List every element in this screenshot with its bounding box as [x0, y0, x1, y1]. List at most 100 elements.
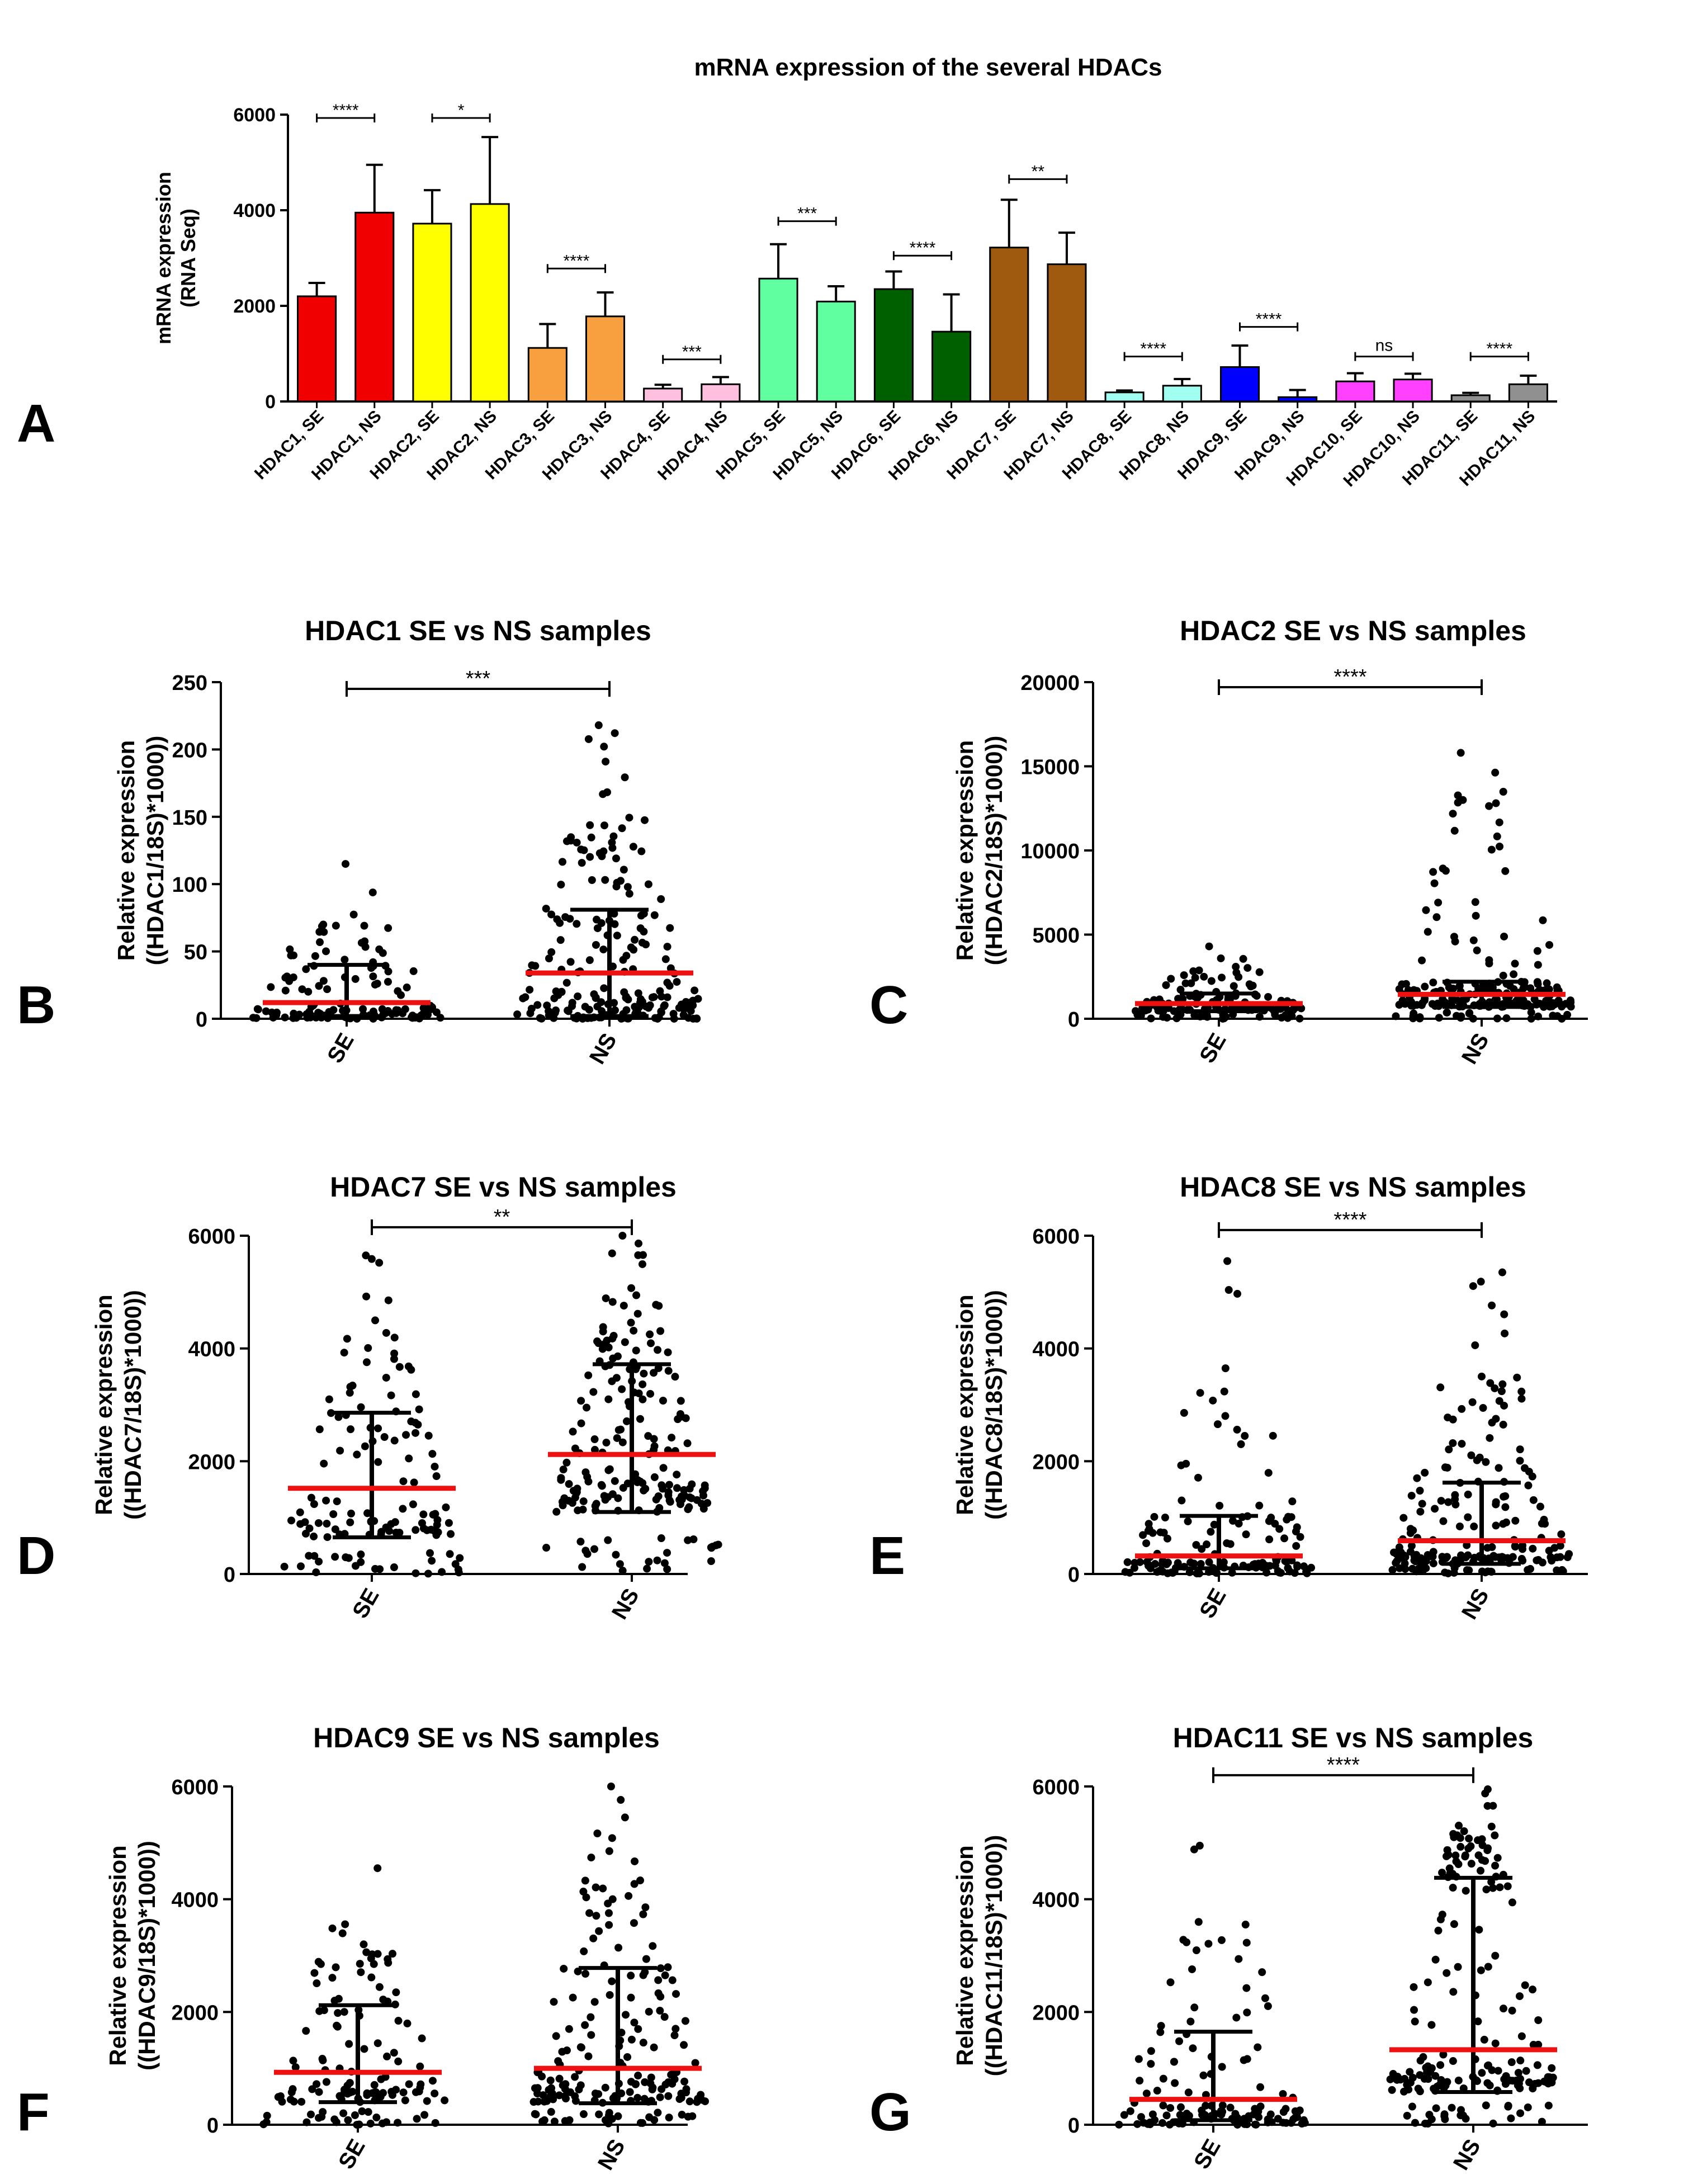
chart-e-point [1513, 1373, 1521, 1382]
chart-b-point [599, 946, 608, 954]
chart-e-point [1471, 1341, 1479, 1349]
chart-e-point [1242, 1530, 1250, 1539]
chart-e-point [1388, 1566, 1397, 1574]
chart-g-point [1427, 2064, 1436, 2072]
chart-b-point [666, 924, 674, 932]
chart-g-point [1517, 2032, 1526, 2040]
chart-d-point [657, 1534, 665, 1543]
chart-b-point [587, 833, 595, 842]
chart-g-point [1451, 1851, 1460, 1860]
chart-f-point [555, 2074, 564, 2083]
chart-f-point [682, 2085, 691, 2093]
chart-d-ylabel: Relative expression ((HDAC7/18S)*1000)) [91, 1290, 146, 1520]
chart-f-point [370, 2081, 379, 2089]
chart-c-point [1392, 1012, 1400, 1020]
chart-f-point [661, 1971, 669, 1979]
chart-g-point [1424, 1978, 1432, 1987]
chart-e-point [1163, 1534, 1171, 1543]
chart-f-point [334, 2009, 342, 2017]
chart-g-point [1456, 1842, 1465, 1851]
chart-f-point [428, 2077, 437, 2085]
chart-f-point [697, 2096, 706, 2104]
chart-c-point [1162, 981, 1170, 989]
chart-e-point [1293, 1523, 1301, 1531]
chart-b-point [286, 945, 294, 953]
chart-f-point [313, 2080, 321, 2088]
chart-g-point [1147, 2047, 1155, 2055]
chart-d-point [333, 1497, 341, 1506]
chart-e-point [1233, 1425, 1241, 1434]
chart-b-point [641, 816, 649, 824]
chart-f-point [431, 2119, 439, 2127]
chart-b-point [650, 911, 659, 919]
chart-d-point [362, 1358, 371, 1367]
chart-g-point [1195, 1841, 1204, 1850]
chart-d-point [613, 1352, 622, 1360]
chart-c-ytick-label: 20000 [1020, 672, 1080, 695]
chart-d-point [618, 1232, 627, 1240]
chart-f-point [339, 2109, 348, 2117]
chart-b-point [610, 910, 618, 918]
chart-a-ylabel-line: mRNA expression [152, 172, 175, 344]
chart-e-point [1500, 1401, 1508, 1410]
chart-e-point [1492, 1521, 1500, 1530]
chart-g-point [1166, 2120, 1174, 2129]
chart-b-point [608, 844, 617, 852]
chart-d-point [310, 1532, 318, 1540]
chart-b-point [375, 945, 384, 953]
chart-d-point [645, 1558, 653, 1566]
chart-f-point [276, 2092, 285, 2100]
chart-d-ytick-label: 0 [224, 1563, 235, 1587]
chart-d-point [425, 1549, 434, 1557]
chart-g-point [1264, 2002, 1272, 2010]
chart-f-point [560, 1964, 568, 1973]
chart-e-point [1259, 1563, 1268, 1571]
chart-f-point [549, 2095, 557, 2103]
chart-f-ytick-label: 2000 [171, 2001, 219, 2025]
chart-a-sig-label: *** [797, 205, 817, 223]
chart-f-point [297, 2097, 306, 2106]
chart-b-point [609, 832, 618, 840]
chart-d-point [674, 1415, 682, 1424]
chart-d-point [618, 1385, 626, 1393]
chart-e-point [1171, 1564, 1180, 1572]
chart-f-point [423, 2097, 431, 2105]
chart-a-sig-label: **** [910, 239, 936, 257]
chart-g-point [1115, 2120, 1123, 2129]
chart-g-point [1133, 2120, 1142, 2128]
chart-f-point [561, 2095, 570, 2103]
chart-a-sig-label: **** [1256, 310, 1282, 329]
chart-a-sig-label: ns [1375, 337, 1393, 355]
chart-g-point [1482, 1885, 1491, 1894]
chart-f-point [591, 2090, 599, 2098]
chart-c-point [1420, 996, 1429, 1005]
chart-g-point [1406, 2068, 1414, 2076]
chart-e-point [1465, 1566, 1473, 1575]
chart-d-point [581, 1468, 590, 1477]
chart-g-point [1478, 1835, 1486, 1843]
chart-c-point [1451, 937, 1459, 946]
chart-b-point [552, 987, 560, 995]
chart-f-point [373, 1864, 382, 1873]
chart-d-point [557, 1474, 565, 1482]
chart-f-point [431, 2090, 439, 2098]
chart-c-ylabel-line: ((HDAC2/18S)*1000)) [981, 736, 1007, 966]
chart-g: HDAC11 SE vs NS samples Relative expressi… [952, 1722, 1588, 2174]
chart-c-point [1500, 932, 1508, 940]
chart-e-point [1205, 1558, 1213, 1566]
chart-f-point [332, 1963, 340, 1972]
chart-d-point [390, 1334, 399, 1342]
chart-g-point [1232, 2013, 1241, 2022]
chart-g-point [1274, 2115, 1282, 2123]
chart-g-point [1462, 1887, 1470, 1895]
chart-c-point [1422, 906, 1430, 914]
chart-g-point [1291, 2107, 1299, 2115]
chart-f-point [608, 1895, 617, 1903]
chart-e-point [1219, 1558, 1228, 1567]
chart-g-point [1487, 1878, 1496, 1886]
chart-f-point [316, 1960, 325, 1968]
chart-f-point [645, 2113, 654, 2121]
chart-b-point [634, 989, 642, 998]
chart-f-ylabel-line: ((HDAC9/18S)*1000)) [134, 1841, 160, 2070]
chart-b-point [384, 924, 392, 932]
